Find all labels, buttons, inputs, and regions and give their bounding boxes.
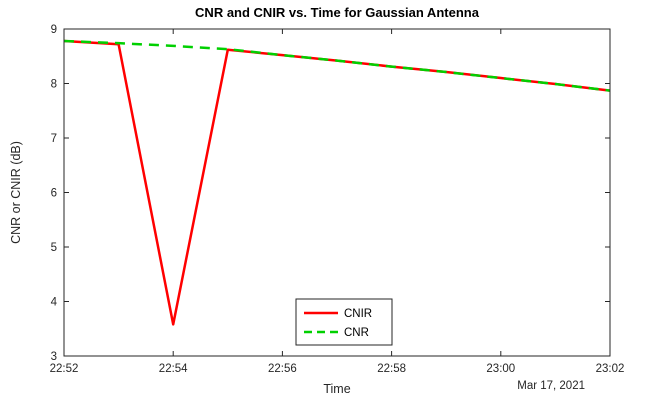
- legend-label-cnr: CNR: [344, 327, 369, 339]
- y-tick-label: 4: [51, 297, 58, 309]
- y-tick-label: 6: [51, 188, 57, 200]
- legend-label-cnir: CNIR: [344, 308, 372, 320]
- chart-title: CNR and CNIR vs. Time for Gaussian Anten…: [195, 5, 480, 20]
- legend-box: [295, 298, 393, 346]
- x-tick-label: 22:54: [159, 363, 188, 375]
- x-axis-label: Time: [323, 382, 350, 396]
- x-tick-label: 22:56: [268, 363, 297, 375]
- x-tick-label: 23:02: [596, 363, 625, 375]
- y-tick-label: 5: [51, 242, 57, 254]
- x-tick-label: 23:00: [486, 363, 515, 375]
- y-tick-label: 8: [51, 79, 57, 91]
- date-annotation: Mar 17, 2021: [517, 380, 585, 392]
- y-axis-label: CNR or CNIR (dB): [9, 141, 23, 244]
- series-cnr-line: [63, 39, 611, 92]
- legend: CNIR CNR: [295, 298, 393, 346]
- y-tick-label: 3: [51, 351, 57, 363]
- y-tick-label: 7: [51, 133, 57, 145]
- x-tick-label: 22:52: [50, 363, 79, 375]
- series-cnir-line: [63, 39, 611, 326]
- x-tick-label: 22:58: [377, 363, 406, 375]
- y-tick-label: 9: [51, 24, 57, 36]
